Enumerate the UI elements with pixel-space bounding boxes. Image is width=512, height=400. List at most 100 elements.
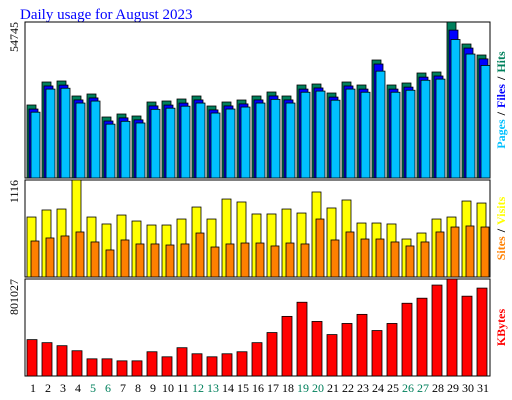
bar: [330, 239, 340, 278]
bar: [405, 89, 416, 179]
x-tick-label: 15: [237, 381, 249, 395]
bar: [450, 226, 460, 278]
bar: [150, 108, 161, 179]
x-tick-label: 12: [192, 381, 204, 395]
bar: [315, 218, 325, 278]
x-tick-label: 4: [75, 381, 81, 395]
bar: [165, 107, 176, 179]
bar: [360, 238, 370, 278]
bar: [251, 342, 263, 377]
bar: [341, 323, 353, 377]
bar: [405, 245, 415, 278]
bar: [45, 237, 55, 278]
bar: [30, 111, 41, 179]
x-tick-label: 24: [372, 381, 384, 395]
bar: [270, 98, 281, 179]
x-tick-label: 28: [432, 381, 444, 395]
bar: [266, 332, 278, 377]
legend: KBytes: [494, 309, 508, 347]
bar: [165, 244, 175, 278]
bar: [375, 238, 385, 278]
bar: [375, 70, 386, 179]
bar: [225, 243, 235, 278]
bar: [281, 315, 293, 377]
x-tick-label: 8: [135, 381, 141, 395]
bar: [390, 241, 400, 278]
bar: [435, 78, 446, 179]
x-tick-label: 17: [267, 381, 279, 395]
x-tick-label: 16: [252, 381, 264, 395]
bar: [285, 242, 295, 278]
x-tick-label: 13: [207, 381, 219, 395]
bar: [180, 243, 190, 278]
y-tick-label: 801027: [7, 279, 21, 315]
bar: [206, 356, 218, 377]
legend: Sites / Visits: [494, 196, 508, 260]
bar: [285, 102, 296, 179]
bar: [420, 79, 431, 179]
x-tick-label: 1: [30, 381, 36, 395]
x-tick-label: 10: [162, 381, 174, 395]
bar: [161, 356, 173, 377]
bar: [465, 53, 476, 179]
chart-title: Daily usage for August 2023: [20, 7, 192, 23]
bar: [210, 112, 221, 179]
x-tick-label: 27: [417, 381, 429, 395]
bar: [431, 284, 443, 377]
bar: [476, 287, 488, 377]
x-tick-label: 3: [60, 381, 66, 395]
bar: [480, 226, 490, 278]
legend-separator: /: [494, 111, 508, 116]
bar: [345, 88, 356, 179]
bar: [401, 302, 413, 377]
bar: [326, 334, 338, 377]
bar: [480, 65, 491, 179]
bar: [435, 231, 445, 278]
bar: [30, 240, 40, 278]
bar: [386, 323, 398, 377]
bar: [116, 360, 128, 377]
x-tick-label: 30: [462, 381, 474, 395]
bar: [86, 358, 98, 377]
bar: [60, 235, 70, 278]
bar: [71, 350, 83, 377]
bar: [390, 91, 401, 179]
bar: [146, 351, 158, 377]
bar: [105, 123, 116, 179]
bar: [150, 243, 160, 278]
bar: [465, 225, 475, 278]
x-tick-label: 14: [222, 381, 234, 395]
bar: [345, 231, 355, 278]
x-tick-label: 26: [402, 381, 414, 395]
legend-separator: /: [494, 76, 508, 81]
legend-entry: Files: [494, 84, 508, 108]
x-tick-label: 2: [45, 381, 51, 395]
bar: [300, 243, 310, 278]
legend-entry: Hits: [494, 51, 508, 73]
bar: [75, 102, 86, 179]
bar: [90, 100, 101, 179]
x-tick-label: 29: [447, 381, 459, 395]
bar: [255, 102, 266, 179]
bar: [45, 88, 56, 179]
bar: [176, 347, 188, 377]
bar: [240, 242, 250, 278]
bar: [221, 353, 233, 377]
x-tick-label: 7: [120, 381, 126, 395]
bar: [210, 246, 220, 278]
bar: [315, 90, 326, 179]
x-tick-label: 5: [90, 381, 96, 395]
x-tick-label: 31: [477, 381, 489, 395]
bar: [450, 39, 461, 179]
bar: [371, 330, 383, 377]
bar: [195, 232, 205, 278]
bar: [120, 239, 130, 278]
bar: [101, 358, 113, 377]
x-tick-label: 23: [357, 381, 369, 395]
x-tick-label: 25: [387, 381, 399, 395]
bar: [296, 301, 308, 377]
legend-entry: KBytes: [494, 309, 508, 347]
bar: [356, 313, 368, 377]
bar: [255, 242, 265, 278]
bar: [180, 105, 191, 179]
